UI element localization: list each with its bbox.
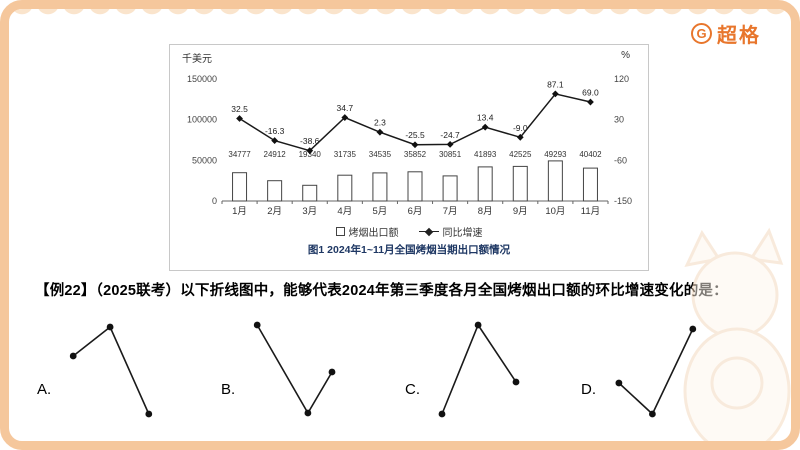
- svg-text:-38.6: -38.6: [300, 136, 320, 146]
- svg-text:1月: 1月: [232, 206, 247, 217]
- option-chart-C: [438, 321, 520, 418]
- legend-bar-item: 烤烟出口额: [335, 224, 399, 239]
- svg-text:35852: 35852: [404, 150, 427, 159]
- chart-legend: 烤烟出口额 同比增速: [170, 224, 648, 239]
- option-C[interactable]: C.: [405, 309, 545, 437]
- svg-text:100000: 100000: [187, 115, 217, 125]
- svg-text:2月: 2月: [267, 206, 282, 217]
- option-chart-D: [615, 325, 697, 418]
- option-label-C: C.: [405, 381, 420, 398]
- option-B[interactable]: B.: [221, 309, 361, 437]
- left-axis-unit-label: 千美元: [182, 54, 212, 65]
- svg-text:-150: -150: [614, 196, 632, 206]
- option-chart-A: [69, 323, 153, 418]
- svg-text:41893: 41893: [474, 150, 497, 159]
- svg-text:34777: 34777: [228, 150, 251, 159]
- svg-text:24912: 24912: [264, 150, 287, 159]
- option-label-B: B.: [221, 381, 236, 398]
- svg-text:7月: 7月: [443, 206, 458, 217]
- legend-bar-label: 烤烟出口额: [348, 228, 399, 239]
- svg-text:4月: 4月: [337, 206, 352, 217]
- svg-text:69.0: 69.0: [582, 88, 599, 98]
- svg-text:-9.0: -9.0: [513, 123, 528, 133]
- svg-text:34.7: 34.7: [337, 103, 354, 113]
- option-A[interactable]: A.: [37, 309, 177, 437]
- bar-swatch-icon: [335, 227, 345, 236]
- brand-logo-icon: G: [691, 23, 712, 44]
- svg-text:0: 0: [212, 196, 217, 206]
- svg-text:120: 120: [614, 74, 629, 84]
- svg-text:34535: 34535: [369, 150, 392, 159]
- option-chart-B: [253, 321, 336, 417]
- svg-text:-16.3: -16.3: [265, 126, 285, 136]
- right-axis-unit-label: %: [621, 50, 630, 61]
- option-label-A: A.: [37, 381, 52, 398]
- figure-panel: 千美元 % 0 50000 100000 150000 -150 -60 30 120 3477…: [169, 44, 649, 271]
- svg-text:-25.5: -25.5: [405, 130, 425, 140]
- svg-text:6月: 6月: [408, 206, 423, 217]
- figure-caption: 图1 2024年1~11月全国烤烟当期出口额情况: [307, 244, 511, 256]
- svg-text:-24.7: -24.7: [440, 130, 460, 140]
- svg-text:10月: 10月: [545, 206, 565, 217]
- svg-text:30851: 30851: [439, 150, 462, 159]
- option-D[interactable]: D.: [581, 309, 721, 437]
- brand-logo-letter: G: [696, 26, 707, 41]
- axis-units-row: 千美元 %: [170, 50, 648, 65]
- svg-text:9月: 9月: [513, 206, 528, 217]
- brand-name: 超格: [717, 25, 761, 47]
- question-text: 【例22】（2025联考）以下折线图中，能够代表2024年第三季度各月全国烤烟出…: [35, 283, 728, 299]
- top-border-scallop-decoration: [9, 9, 791, 20]
- legend-line-item: 同比增速: [418, 224, 483, 239]
- svg-text:13.4: 13.4: [477, 113, 494, 123]
- svg-text:32.5: 32.5: [231, 104, 248, 114]
- answer-options-row: A. B. C. D.: [9, 309, 791, 441]
- option-label-D: D.: [581, 381, 596, 398]
- svg-text:150000: 150000: [187, 74, 217, 84]
- svg-text:-60: -60: [614, 155, 627, 165]
- export-combo-chart: 0 50000 100000 150000 -150 -60 30 120 34777 1月 249…: [187, 74, 632, 217]
- svg-text:42525: 42525: [509, 150, 532, 159]
- legend-line-label: 同比增速: [442, 228, 483, 239]
- svg-text:8月: 8月: [478, 206, 493, 217]
- svg-text:30: 30: [614, 115, 624, 125]
- svg-text:19340: 19340: [299, 150, 322, 159]
- svg-text:49293: 49293: [544, 150, 567, 159]
- svg-text:40402: 40402: [579, 150, 602, 159]
- svg-text:3月: 3月: [302, 206, 317, 217]
- svg-text:5月: 5月: [373, 206, 388, 217]
- svg-text:50000: 50000: [192, 155, 217, 165]
- svg-text:11月: 11月: [581, 206, 600, 217]
- brand-logo: G 超格: [691, 19, 761, 48]
- svg-text:2.3: 2.3: [374, 118, 386, 128]
- svg-text:87.1: 87.1: [547, 79, 564, 89]
- svg-text:31735: 31735: [334, 150, 357, 159]
- line-swatch-icon: [418, 227, 439, 236]
